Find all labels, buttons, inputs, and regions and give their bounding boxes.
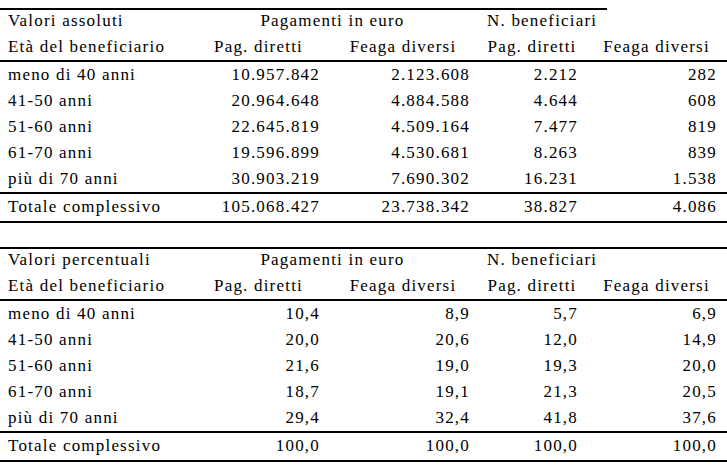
table-row: 61-70 anni 19.596.899 4.530.681 8.263 83… (0, 140, 727, 166)
group-header-payments: Pagamenti in euro (205, 8, 478, 34)
group-header-payments: Pagamenti in euro (205, 247, 478, 273)
row-label: 41-50 anni (0, 88, 205, 114)
total-label: Totale complessivo (0, 193, 205, 222)
table-row: meno di 40 anni 10.957.842 2.123.608 2.2… (0, 61, 727, 88)
value-cell: 16.231 (478, 166, 586, 193)
value-cell: 19,0 (328, 353, 478, 379)
row-label: meno di 40 anni (0, 300, 205, 327)
value-cell: 18,7 (205, 379, 328, 405)
value-cell: 819 (586, 114, 727, 140)
total-value-cell: 100,0 (205, 432, 328, 461)
percentage-values-table: Valori percentuali Pagamenti in euro N. … (0, 247, 727, 462)
value-cell: 20,0 (586, 353, 727, 379)
row-label: più di 70 anni (0, 405, 205, 432)
row-label: meno di 40 anni (0, 61, 205, 88)
table-row: più di 70 anni 30.903.219 7.690.302 16.2… (0, 166, 727, 193)
row-header-label: Età del beneficiario (0, 34, 205, 61)
value-cell: 8,9 (328, 300, 478, 327)
table-top-rule (0, 8, 607, 10)
column-header: Feaga diversi (328, 273, 478, 300)
group-header-beneficiaries: N. beneficiari (478, 247, 727, 273)
column-header: Feaga diversi (586, 273, 727, 300)
absolute-values-table: Valori assoluti Pagamenti in euro N. ben… (0, 8, 727, 223)
value-cell: 4.530.681 (328, 140, 478, 166)
column-header: Pag. diretti (478, 273, 586, 300)
value-cell: 282 (586, 61, 727, 88)
column-header: Pag. diretti (205, 273, 328, 300)
value-cell: 6,9 (586, 300, 727, 327)
row-header-label: Età del beneficiario (0, 273, 205, 300)
percentage-values-table-section: Valori percentuali Pagamenti in euro N. … (0, 247, 727, 462)
value-cell: 8.263 (478, 140, 586, 166)
value-cell: 2.212 (478, 61, 586, 88)
table-row: 61-70 anni 18,7 19,1 21,3 20,5 (0, 379, 727, 405)
total-value-cell: 105.068.427 (205, 193, 328, 222)
value-cell: 1.538 (586, 166, 727, 193)
value-cell: 10.957.842 (205, 61, 328, 88)
value-cell: 19,3 (478, 353, 586, 379)
value-cell: 20,0 (205, 327, 328, 353)
value-cell: 19,1 (328, 379, 478, 405)
total-value-cell: 100,0 (478, 432, 586, 461)
value-cell: 21,3 (478, 379, 586, 405)
table-title: Valori percentuali (0, 247, 205, 273)
value-cell: 7.477 (478, 114, 586, 140)
column-header: Feaga diversi (586, 34, 727, 61)
column-header: Pag. diretti (205, 34, 328, 61)
total-value-cell: 38.827 (478, 193, 586, 222)
row-label: 61-70 anni (0, 140, 205, 166)
value-cell: 14,9 (586, 327, 727, 353)
column-header-row: Età del beneficiario Pag. diretti Feaga … (0, 273, 727, 300)
value-cell: 5,7 (478, 300, 586, 327)
row-label: 41-50 anni (0, 327, 205, 353)
value-cell: 29,4 (205, 405, 328, 432)
value-cell: 20.964.648 (205, 88, 328, 114)
group-header-row: Valori percentuali Pagamenti in euro N. … (0, 247, 727, 273)
value-cell: 20,5 (586, 379, 727, 405)
table-row: meno di 40 anni 10,4 8,9 5,7 6,9 (0, 300, 727, 327)
row-label: 51-60 anni (0, 353, 205, 379)
absolute-values-table-section: Valori assoluti Pagamenti in euro N. ben… (0, 8, 727, 223)
value-cell: 19.596.899 (205, 140, 328, 166)
value-cell: 4.884.588 (328, 88, 478, 114)
value-cell: 21,6 (205, 353, 328, 379)
total-value-cell: 23.738.342 (328, 193, 478, 222)
column-header: Pag. diretti (478, 34, 586, 61)
total-value-cell: 100,0 (328, 432, 478, 461)
value-cell: 608 (586, 88, 727, 114)
group-header-beneficiaries: N. beneficiari (478, 8, 727, 34)
total-label: Totale complessivo (0, 432, 205, 461)
row-label: più di 70 anni (0, 166, 205, 193)
value-cell: 30.903.219 (205, 166, 328, 193)
value-cell: 12,0 (478, 327, 586, 353)
total-value-cell: 100,0 (586, 432, 727, 461)
table-row: 41-50 anni 20.964.648 4.884.588 4.644 60… (0, 88, 727, 114)
value-cell: 4.644 (478, 88, 586, 114)
row-label: 51-60 anni (0, 114, 205, 140)
value-cell: 22.645.819 (205, 114, 328, 140)
table-top-rule (0, 247, 727, 249)
column-header-row: Età del beneficiario Pag. diretti Feaga … (0, 34, 727, 61)
total-row: Totale complessivo 100,0 100,0 100,0 100… (0, 432, 727, 461)
table-title: Valori assoluti (0, 8, 205, 34)
value-cell: 20,6 (328, 327, 478, 353)
value-cell: 4.509.164 (328, 114, 478, 140)
table-row: 51-60 anni 22.645.819 4.509.164 7.477 81… (0, 114, 727, 140)
row-label: 61-70 anni (0, 379, 205, 405)
total-value-cell: 4.086 (586, 193, 727, 222)
group-header-row: Valori assoluti Pagamenti in euro N. ben… (0, 8, 727, 34)
column-header: Feaga diversi (328, 34, 478, 61)
value-cell: 839 (586, 140, 727, 166)
table-row: 41-50 anni 20,0 20,6 12,0 14,9 (0, 327, 727, 353)
value-cell: 2.123.608 (328, 61, 478, 88)
value-cell: 7.690.302 (328, 166, 478, 193)
table-row: 51-60 anni 21,6 19,0 19,3 20,0 (0, 353, 727, 379)
value-cell: 41,8 (478, 405, 586, 432)
table-row: più di 70 anni 29,4 32,4 41,8 37,6 (0, 405, 727, 432)
total-row: Totale complessivo 105.068.427 23.738.34… (0, 193, 727, 222)
value-cell: 32,4 (328, 405, 478, 432)
value-cell: 10,4 (205, 300, 328, 327)
value-cell: 37,6 (586, 405, 727, 432)
